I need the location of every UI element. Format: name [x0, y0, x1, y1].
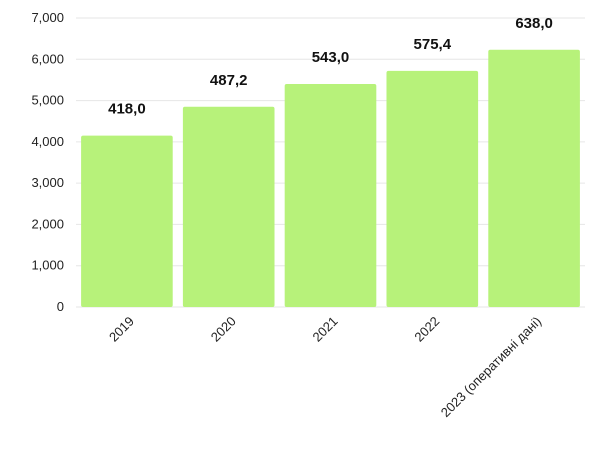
data-label: 487,2: [210, 72, 248, 89]
data-label: 638,0: [515, 15, 553, 32]
y-tick-label: 3,000: [31, 175, 64, 190]
x-category-label: 2022: [411, 314, 442, 345]
data-labels: 418,0 487,2 543,0 575,4 638,0: [108, 15, 553, 118]
y-tick-label: 1,000: [31, 258, 64, 273]
y-tick-label: 2,000: [31, 216, 64, 231]
bar-2022: [386, 70, 479, 308]
bar-2020: [182, 106, 275, 307]
y-tick-label: 7,000: [31, 10, 64, 25]
bar-2023: [488, 49, 580, 307]
y-tick-label: 4,000: [31, 134, 64, 149]
y-tick-label: 0: [57, 299, 64, 314]
y-tick-label: 5,000: [31, 93, 64, 108]
data-label: 418,0: [108, 101, 146, 118]
data-label: 543,0: [312, 49, 350, 66]
y-axis-ticks: 0 1,000 2,000 3,000 4,000 5,000 6,000 7,000: [31, 10, 64, 314]
bar-2021: [284, 84, 377, 307]
data-label: 575,4: [414, 36, 452, 53]
bars: [81, 49, 580, 308]
x-category-label: 2023 (оперативні дані): [438, 314, 544, 420]
x-category-label: 2020: [208, 314, 239, 345]
bar-2019: [81, 135, 173, 307]
x-category-label: 2019: [106, 314, 137, 345]
y-tick-label: 6,000: [31, 51, 64, 66]
x-category-label: 2021: [310, 314, 341, 345]
